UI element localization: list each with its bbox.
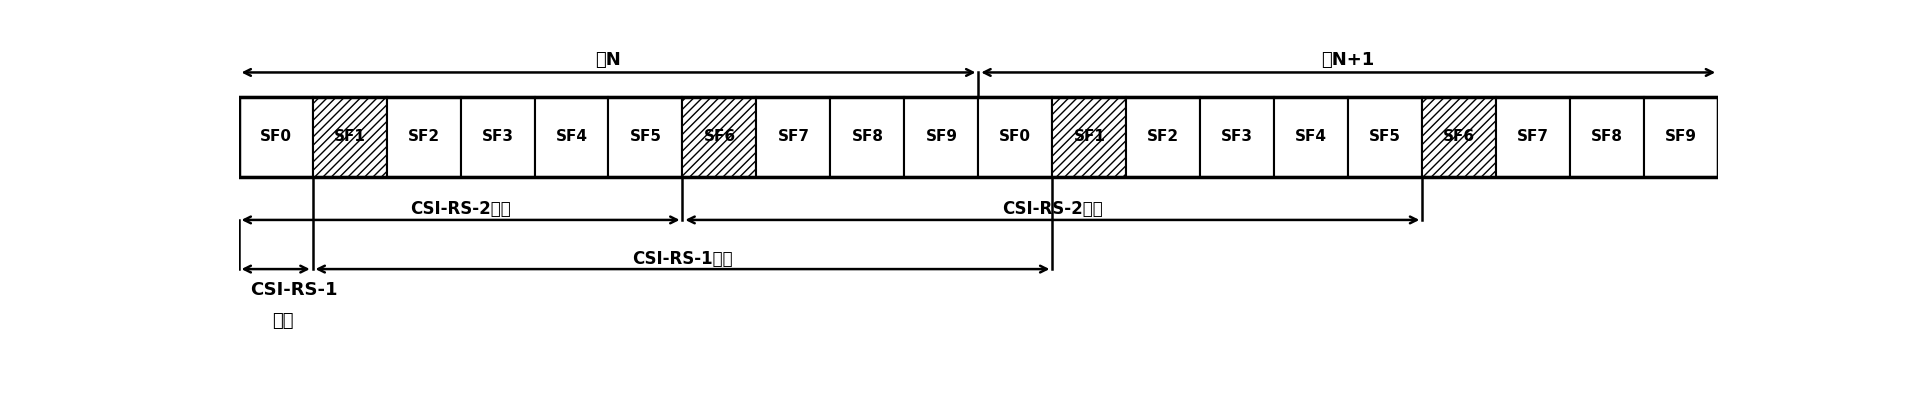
Bar xyxy=(683,97,756,177)
Bar xyxy=(1497,97,1571,177)
Text: CSI-RS-2偏移: CSI-RS-2偏移 xyxy=(410,200,512,218)
Text: SF6: SF6 xyxy=(703,130,735,144)
Text: SF5: SF5 xyxy=(630,130,662,144)
Text: SF8: SF8 xyxy=(851,130,884,144)
Bar xyxy=(460,97,535,177)
Text: SF3: SF3 xyxy=(481,130,514,144)
Bar xyxy=(1052,97,1126,177)
Text: CSI-RS-1: CSI-RS-1 xyxy=(250,281,338,299)
Bar xyxy=(1571,97,1644,177)
Text: CSI-RS-2周期: CSI-RS-2周期 xyxy=(1002,200,1103,218)
Bar xyxy=(239,97,313,177)
Bar xyxy=(1275,97,1348,177)
Text: SF8: SF8 xyxy=(1590,130,1623,144)
Bar xyxy=(1126,97,1201,177)
Bar xyxy=(386,97,460,177)
Bar xyxy=(609,97,683,177)
Text: SF7: SF7 xyxy=(777,130,809,144)
Text: SF6: SF6 xyxy=(1443,130,1476,144)
Text: SF5: SF5 xyxy=(1369,130,1401,144)
Text: SF0: SF0 xyxy=(998,130,1031,144)
Bar xyxy=(535,97,609,177)
Text: SF9: SF9 xyxy=(1665,130,1697,144)
Bar xyxy=(1422,97,1497,177)
Bar xyxy=(979,97,1052,177)
Bar xyxy=(830,97,905,177)
Text: SF2: SF2 xyxy=(1147,130,1180,144)
Text: 偏移: 偏移 xyxy=(271,312,294,330)
Text: 帧N: 帧N xyxy=(596,51,620,69)
Bar xyxy=(1644,97,1718,177)
Text: SF7: SF7 xyxy=(1518,130,1550,144)
Text: SF9: SF9 xyxy=(926,130,958,144)
Bar xyxy=(1201,97,1275,177)
Bar xyxy=(1348,97,1422,177)
Bar xyxy=(1422,97,1497,177)
Bar xyxy=(239,97,1718,177)
Text: SF4: SF4 xyxy=(1294,130,1327,144)
Bar xyxy=(683,97,756,177)
Text: SF1: SF1 xyxy=(1073,130,1105,144)
Text: SF0: SF0 xyxy=(260,130,292,144)
Text: SF2: SF2 xyxy=(407,130,439,144)
Text: SF3: SF3 xyxy=(1222,130,1254,144)
Bar xyxy=(1052,97,1126,177)
Text: SF1: SF1 xyxy=(334,130,365,144)
Bar xyxy=(239,97,1718,177)
Bar xyxy=(756,97,830,177)
Text: SF4: SF4 xyxy=(556,130,588,144)
Bar xyxy=(905,97,979,177)
Bar xyxy=(313,97,386,177)
Bar xyxy=(313,97,386,177)
Text: CSI-RS-1周期: CSI-RS-1周期 xyxy=(632,249,733,268)
Text: 帧N+1: 帧N+1 xyxy=(1321,51,1374,69)
